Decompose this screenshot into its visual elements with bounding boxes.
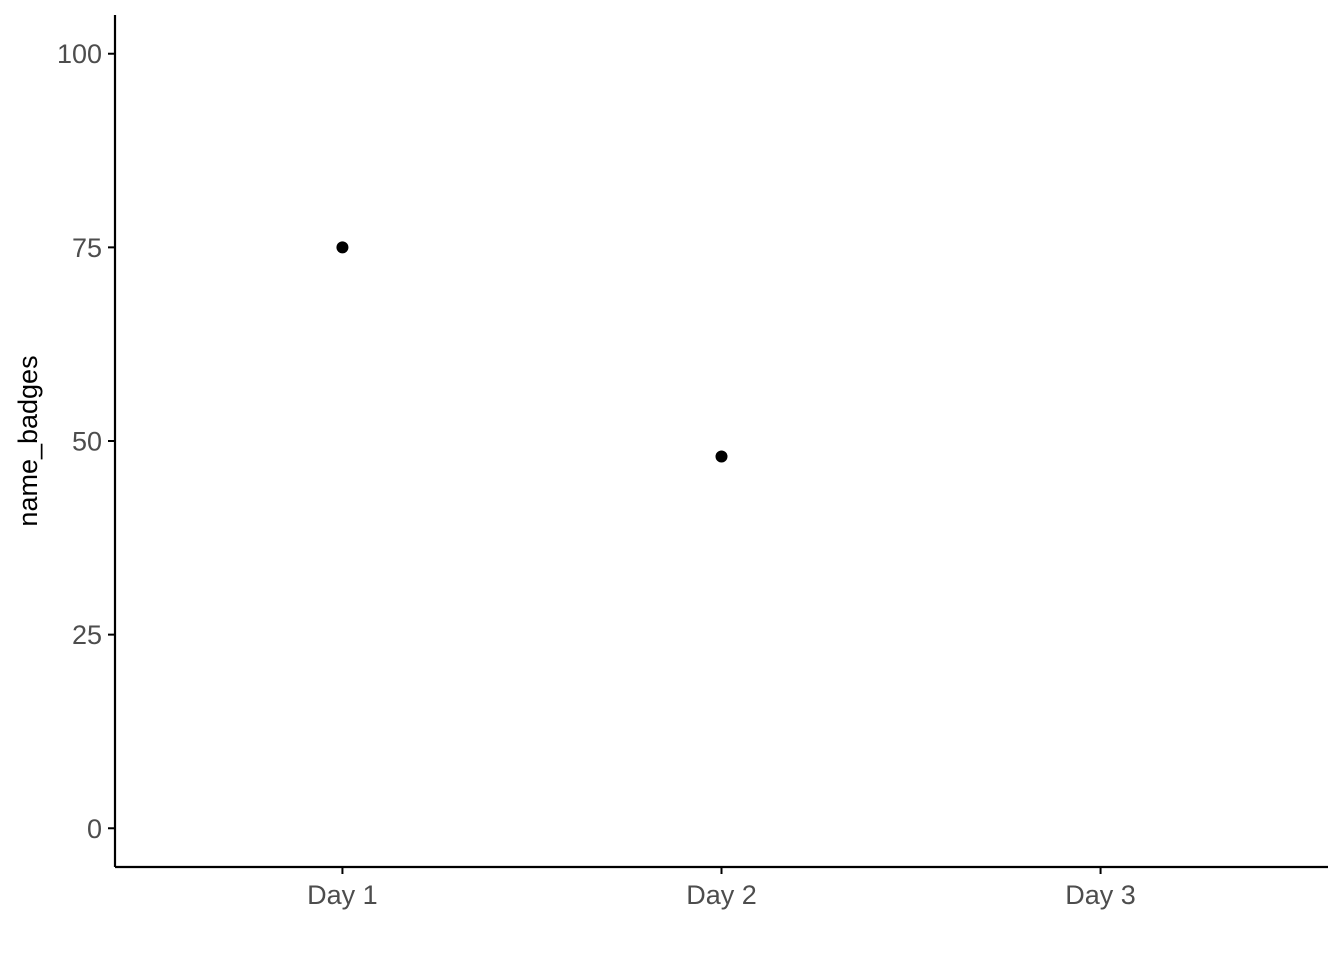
y-tick-label: 75 — [72, 233, 102, 263]
y-axis-title: name_badges — [13, 355, 43, 526]
data-points — [336, 241, 728, 463]
x-tick-label: Day 3 — [1065, 880, 1136, 910]
y-tick-label: 25 — [72, 620, 102, 650]
y-tick-label: 100 — [57, 39, 102, 69]
x-tick-label: Day 1 — [307, 880, 378, 910]
x-axis-ticks: Day 1 Day 2 Day 3 — [307, 867, 1136, 910]
data-point — [336, 241, 349, 254]
data-point — [715, 450, 728, 463]
y-tick-label: 50 — [72, 427, 102, 457]
y-tick-label: 0 — [87, 814, 102, 844]
y-axis-ticks: 0 25 50 75 100 — [57, 39, 115, 844]
x-tick-label: Day 2 — [686, 880, 757, 910]
